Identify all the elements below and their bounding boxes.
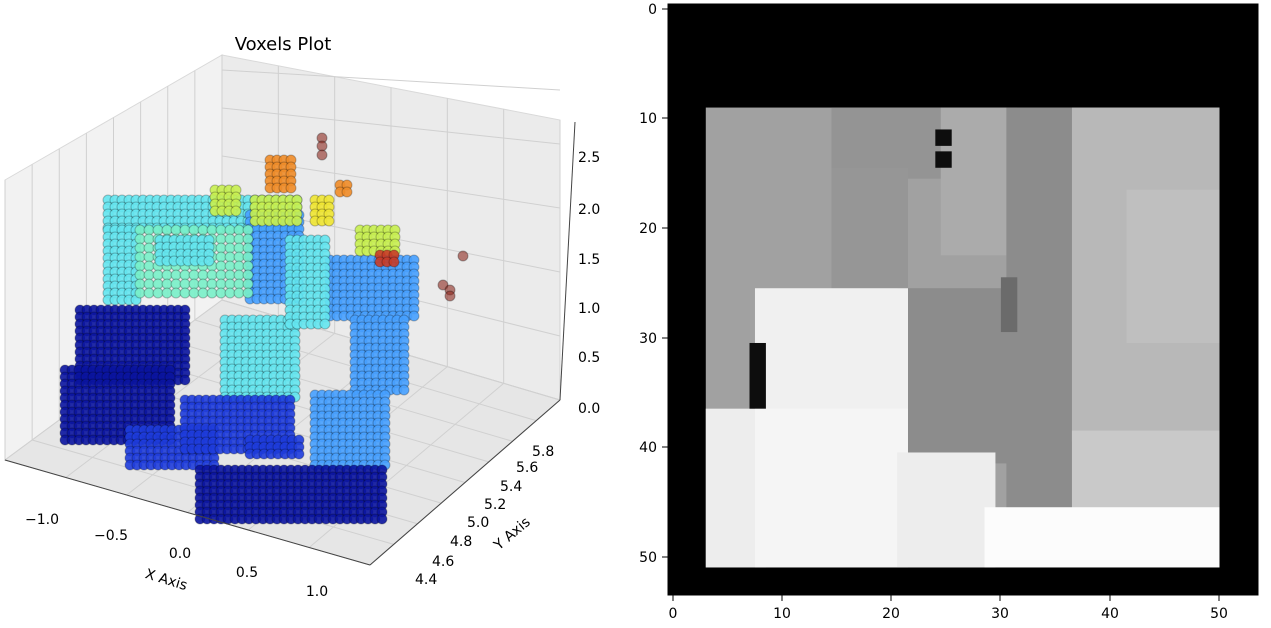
voxel-point (444, 290, 456, 302)
image-region (897, 452, 996, 568)
image-frame (667, 3, 1259, 596)
image-y-ticks: 0 10 20 30 40 50 (639, 2, 668, 566)
x-tick-label: 0.0 (169, 546, 191, 562)
image-x-tick-label: 0 (669, 606, 678, 622)
image-region (831, 107, 952, 179)
z-tick-label: 1.5 (578, 252, 600, 268)
y-axis-line (369, 399, 561, 566)
z-axis-line (559, 121, 576, 401)
y-tick-labels: 4.4 4.6 4.8 5.0 5.2 5.4 5.6 5.8 (415, 444, 554, 588)
dark-pixel (935, 151, 952, 168)
y-tick-label: 5.4 (500, 479, 522, 495)
voxel-point (323, 215, 335, 227)
image-region (940, 107, 1018, 256)
image-y-tick-label: 50 (639, 550, 657, 566)
voxel-points (59, 132, 469, 525)
image-y-tick-label: 20 (639, 221, 657, 237)
x-tick-label: −0.5 (94, 528, 128, 544)
image-x-ticks: 0 10 20 30 40 50 (669, 595, 1228, 622)
z-tick-label: 0.5 (578, 350, 600, 366)
y-tick-label: 4.4 (415, 572, 437, 588)
z-tick-label: 1.0 (578, 301, 600, 317)
dark-pixel (935, 129, 952, 146)
x-tick-labels: −1.0 −0.5 0.0 0.5 1.0 (25, 512, 328, 600)
y-tick-label: 5.0 (467, 515, 489, 531)
chart-title: Voxels Plot (235, 34, 332, 55)
image-x-tick-label: 30 (991, 606, 1009, 622)
voxel-point (230, 205, 242, 217)
z-tick-label: 2.5 (578, 150, 600, 166)
image-x-tick-label: 50 (1210, 606, 1228, 622)
voxel-point (319, 318, 331, 330)
voxel-point (376, 513, 388, 525)
x-axis-label: X Axis (143, 566, 189, 594)
y-tick-label: 4.6 (432, 554, 454, 570)
dark-pixel (1000, 277, 1018, 333)
z-tick-label: 0.0 (578, 401, 600, 417)
x-tick-label: −1.0 (25, 512, 59, 528)
image-y-tick-label: 10 (639, 111, 657, 127)
voxel-point (285, 182, 297, 194)
y-tick-label: 5.2 (484, 497, 506, 513)
grid-line (221, 107, 561, 145)
voxel-point (242, 287, 254, 299)
image-y-tick-label: 40 (639, 440, 657, 456)
voxel-point (408, 310, 420, 322)
x-axis-line (4, 459, 371, 566)
z-tick-label: 2.0 (578, 202, 600, 218)
voxels-3d-chart: Voxels Plot −1.0 −0.5 0.0 0.5 1.0 4.4 4.… (3, 34, 600, 600)
voxel-point (179, 374, 191, 386)
voxel-point (291, 215, 303, 227)
image-region (754, 288, 908, 420)
voxel-point (388, 256, 400, 268)
image-region (754, 408, 908, 568)
image-region (984, 507, 1220, 568)
image-x-tick-label: 10 (773, 606, 791, 622)
voxel-point (398, 384, 410, 396)
image-region (1006, 107, 1083, 519)
voxel-point (437, 279, 449, 291)
voxel-point (203, 255, 215, 267)
image-x-tick-label: 20 (882, 606, 900, 622)
x-tick-label: 0.5 (236, 565, 258, 581)
voxel-point (293, 448, 305, 460)
dark-pixel (749, 342, 766, 409)
image-region (897, 288, 1018, 464)
image-region (1126, 189, 1220, 343)
y-tick-label: 5.8 (532, 444, 554, 460)
voxel-point (457, 250, 469, 262)
voxel-point (316, 149, 328, 161)
depth-image: 0 10 20 30 40 50 0 10 20 30 40 50 (639, 2, 1259, 622)
y-tick-label: 5.6 (516, 460, 538, 476)
voxel-point (341, 186, 353, 198)
x-tick-label: 1.0 (306, 584, 328, 600)
image-region (831, 167, 908, 300)
grid-line (221, 69, 561, 91)
image-region (1071, 430, 1220, 519)
image-y-tick-label: 0 (648, 2, 657, 18)
y-axis-label: Y Axis (490, 514, 533, 554)
image-x-tick-label: 40 (1101, 606, 1119, 622)
y-tick-label: 4.8 (450, 534, 472, 550)
image-y-tick-label: 30 (639, 331, 657, 347)
z-tick-labels: 0.0 0.5 1.0 1.5 2.0 2.5 (578, 150, 600, 417)
image-cells (705, 107, 1220, 568)
